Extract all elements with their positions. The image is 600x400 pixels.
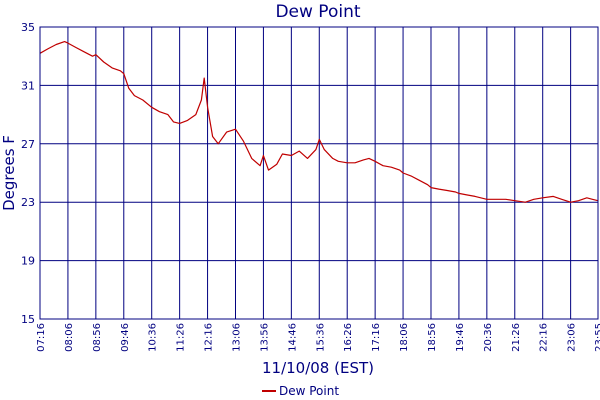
y-axis: 15 19 23 27 31 35 [21, 21, 35, 326]
x-tick-label: 10:36 [148, 323, 159, 352]
y-tick-label: 15 [21, 313, 35, 326]
y-tick-label: 35 [21, 21, 35, 34]
x-tick-label: 08:56 [92, 323, 103, 352]
x-tick-label: 16:26 [343, 323, 354, 352]
x-tick-label: 19:46 [455, 323, 466, 352]
x-tick-label: 11:26 [176, 323, 187, 352]
x-tick-label: 18:06 [399, 323, 410, 352]
x-axis: 07:16 08:06 08:56 09:46 10:36 11:26 12:16 13:06… [36, 323, 600, 352]
chart-title: Dew Point [275, 2, 360, 22]
x-tick-label: 18:56 [427, 323, 438, 352]
y-tick-label: 27 [21, 138, 35, 151]
x-tick-label: 08:06 [64, 323, 75, 352]
y-tick-label: 23 [21, 196, 35, 209]
x-tick-label: 21:26 [511, 323, 522, 352]
x-tick-label: 13:06 [231, 323, 242, 352]
y-tick-label: 31 [21, 79, 35, 92]
y-axis-label: Degrees F [0, 135, 18, 211]
x-tick-label: 17:16 [371, 323, 382, 352]
legend: Dew Point [262, 384, 339, 398]
x-tick-label: 09:46 [120, 323, 131, 352]
series-line-dew-point [39, 41, 599, 203]
x-tick-label: 20:36 [483, 323, 494, 352]
x-tick-label: 13:56 [259, 323, 270, 352]
x-axis-label: 11/10/08 (EST) [262, 359, 374, 377]
x-tick-label: 12:16 [204, 323, 215, 352]
x-tick-label: 14:46 [287, 323, 298, 352]
x-tick-label: 15:36 [315, 323, 326, 352]
legend-label: Dew Point [279, 384, 339, 398]
plot-frame [39, 26, 599, 320]
x-tick-label: 07:16 [36, 323, 47, 352]
x-tick-label: 22:16 [539, 323, 550, 352]
x-tick-label: 23:06 [567, 323, 578, 352]
y-tick-label: 19 [21, 255, 35, 268]
series-layer [39, 41, 599, 203]
grid [39, 26, 599, 320]
x-tick-label: 23:55 [594, 323, 600, 352]
